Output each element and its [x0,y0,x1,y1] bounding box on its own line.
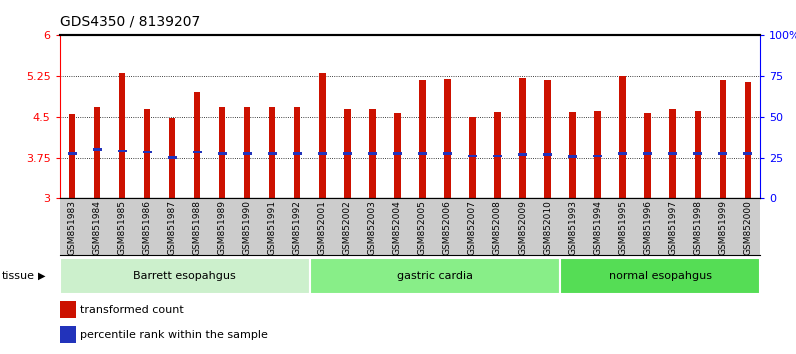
Bar [68,152,77,155]
Text: ▶: ▶ [38,271,45,281]
Bar [219,107,225,198]
Text: GSM852007: GSM852007 [468,200,477,255]
Bar [267,152,277,155]
Bar [243,152,252,155]
Bar [743,152,752,155]
Bar [443,152,452,155]
Bar [118,150,127,152]
Text: normal esopahgus: normal esopahgus [609,271,712,281]
Bar [645,113,650,198]
Bar [470,117,475,198]
Text: GSM852009: GSM852009 [518,200,527,255]
Bar [493,155,502,157]
Text: GSM851996: GSM851996 [643,200,652,255]
Bar [468,155,477,157]
Bar [543,154,552,156]
Bar [343,152,352,155]
Bar [368,152,377,155]
Bar [310,258,560,294]
Bar [319,73,326,198]
Text: GSM852000: GSM852000 [743,200,752,255]
Bar [669,109,676,198]
Bar [619,76,626,198]
Text: GSM851987: GSM851987 [168,200,177,255]
Text: GSM851997: GSM851997 [668,200,677,255]
Bar [595,112,601,198]
Bar [318,152,327,155]
Bar [568,155,577,158]
Bar [744,81,751,198]
Text: GSM851991: GSM851991 [267,200,277,255]
Bar [560,258,760,294]
Text: GSM851994: GSM851994 [593,200,602,255]
Bar [519,78,525,198]
Text: GSM852004: GSM852004 [393,200,402,255]
Text: GSM851986: GSM851986 [142,200,152,255]
Text: GSM851983: GSM851983 [68,200,76,255]
Text: GSM851985: GSM851985 [118,200,127,255]
Text: GSM851988: GSM851988 [193,200,202,255]
Text: GSM852008: GSM852008 [493,200,502,255]
Text: transformed count: transformed count [80,305,183,315]
Bar [119,73,125,198]
Bar [418,152,427,155]
Bar [718,152,728,155]
Bar [92,148,102,151]
Bar [494,113,501,198]
Bar [244,107,251,198]
Bar [194,92,201,198]
Bar [217,152,227,155]
Bar [693,152,702,155]
Text: GSM851995: GSM851995 [618,200,627,255]
Text: GSM851984: GSM851984 [92,200,102,255]
Bar [60,301,76,318]
Text: GSM851993: GSM851993 [568,200,577,255]
Bar [668,152,677,155]
Bar [144,109,150,198]
Bar [193,151,202,154]
Bar [269,107,275,198]
Bar [69,114,76,198]
Text: GSM852002: GSM852002 [343,200,352,255]
Text: GSM852003: GSM852003 [368,200,377,255]
Bar [694,112,700,198]
Bar [518,154,527,156]
Text: GDS4350 / 8139207: GDS4350 / 8139207 [60,14,200,28]
Bar [643,152,652,155]
Bar [618,152,627,155]
Bar [444,79,451,198]
Bar [369,109,376,198]
Text: gastric cardia: gastric cardia [397,271,473,281]
Bar [419,80,426,198]
Bar [593,155,603,157]
Bar [392,152,402,155]
Bar [394,113,400,198]
Bar [344,109,350,198]
Text: GSM851989: GSM851989 [218,200,227,255]
Text: GSM852001: GSM852001 [318,200,327,255]
Text: GSM851999: GSM851999 [718,200,728,255]
Bar [60,326,76,343]
Text: GSM851998: GSM851998 [693,200,702,255]
Bar [168,156,177,159]
Text: percentile rank within the sample: percentile rank within the sample [80,330,267,339]
Bar [293,152,302,155]
Text: GSM851990: GSM851990 [243,200,252,255]
Bar [169,119,175,198]
Bar [94,107,100,198]
Bar [544,80,551,198]
Text: GSM852006: GSM852006 [443,200,452,255]
Bar [60,258,310,294]
Bar [720,80,726,198]
Bar [569,113,576,198]
Bar [142,151,152,154]
Bar [295,107,300,198]
Text: Barrett esopahgus: Barrett esopahgus [134,271,236,281]
Text: tissue: tissue [2,271,34,281]
Text: GSM851992: GSM851992 [293,200,302,255]
Text: GSM852005: GSM852005 [418,200,427,255]
Text: GSM852010: GSM852010 [543,200,552,255]
